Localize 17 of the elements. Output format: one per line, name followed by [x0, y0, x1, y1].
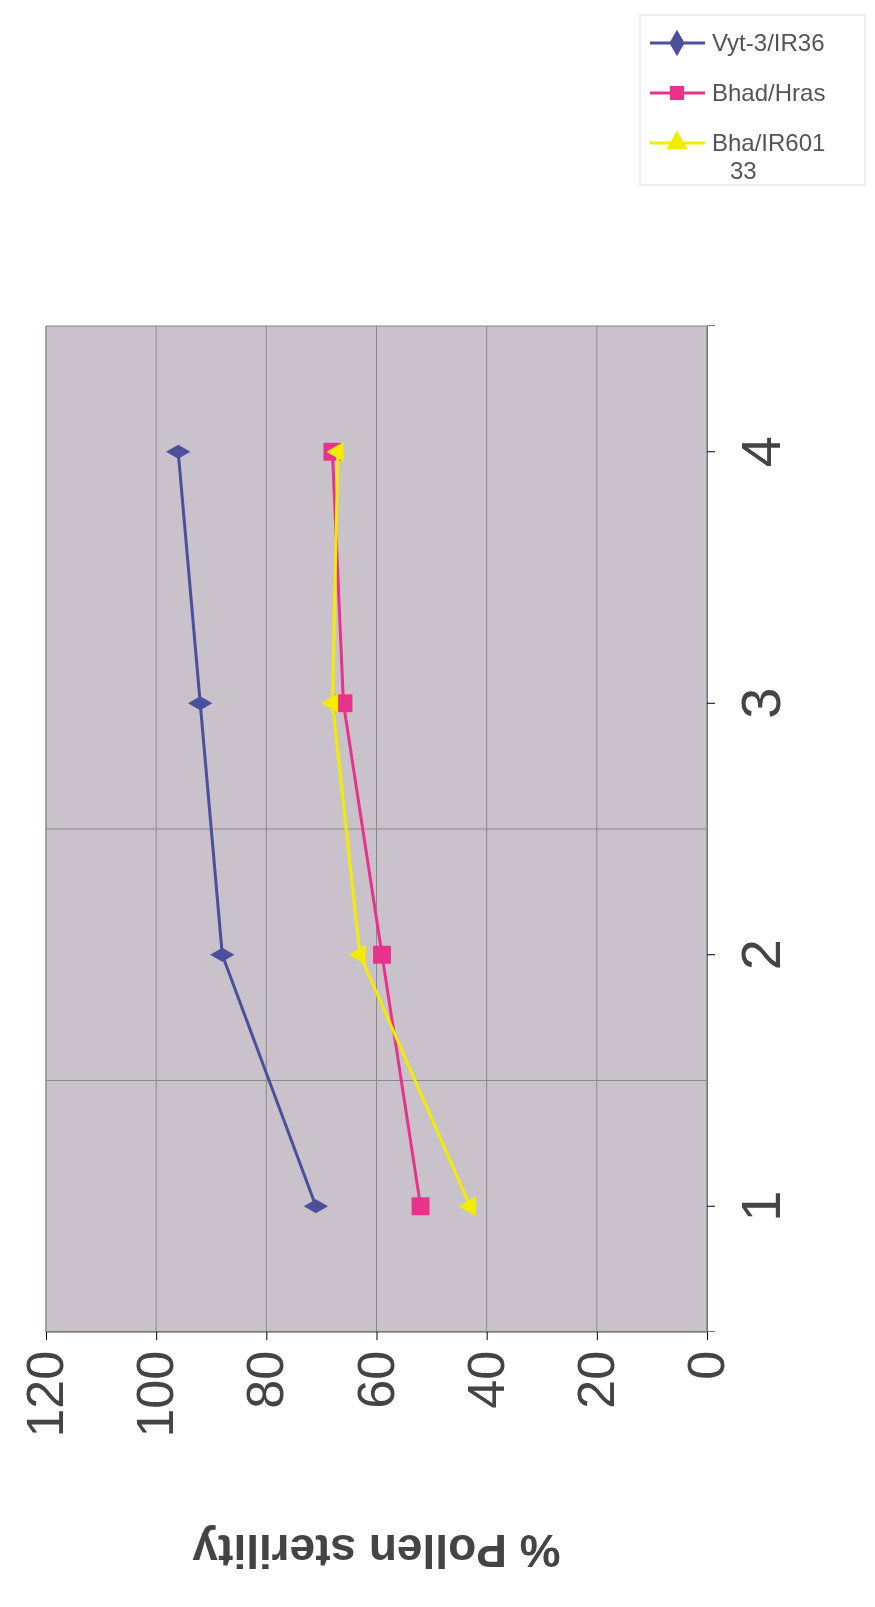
x-axis-title: % Pollen sterility [192, 1525, 561, 1577]
point [373, 945, 391, 964]
x-tick-label: 100 [126, 1350, 185, 1438]
y-tick-label: 3 [728, 687, 792, 719]
y-tick-label: 1 [728, 1190, 792, 1222]
x-tick-label: 0 [677, 1350, 736, 1380]
y-tick-label: 2 [728, 939, 792, 971]
x-tick-label: 60 [346, 1350, 405, 1409]
point [411, 1197, 430, 1216]
x-tick-label: 40 [456, 1350, 515, 1409]
legend-label: Bhad/Hras [712, 79, 826, 106]
x-tick-label: 80 [236, 1350, 295, 1409]
legend-label: Vyt-3/IR36 [712, 29, 825, 56]
legend-label: Bha/IR60133 [712, 129, 826, 184]
x-tick-label: 120 [16, 1350, 75, 1438]
y-tick-label: 4 [728, 436, 792, 468]
x-tick-label: 20 [566, 1350, 625, 1409]
